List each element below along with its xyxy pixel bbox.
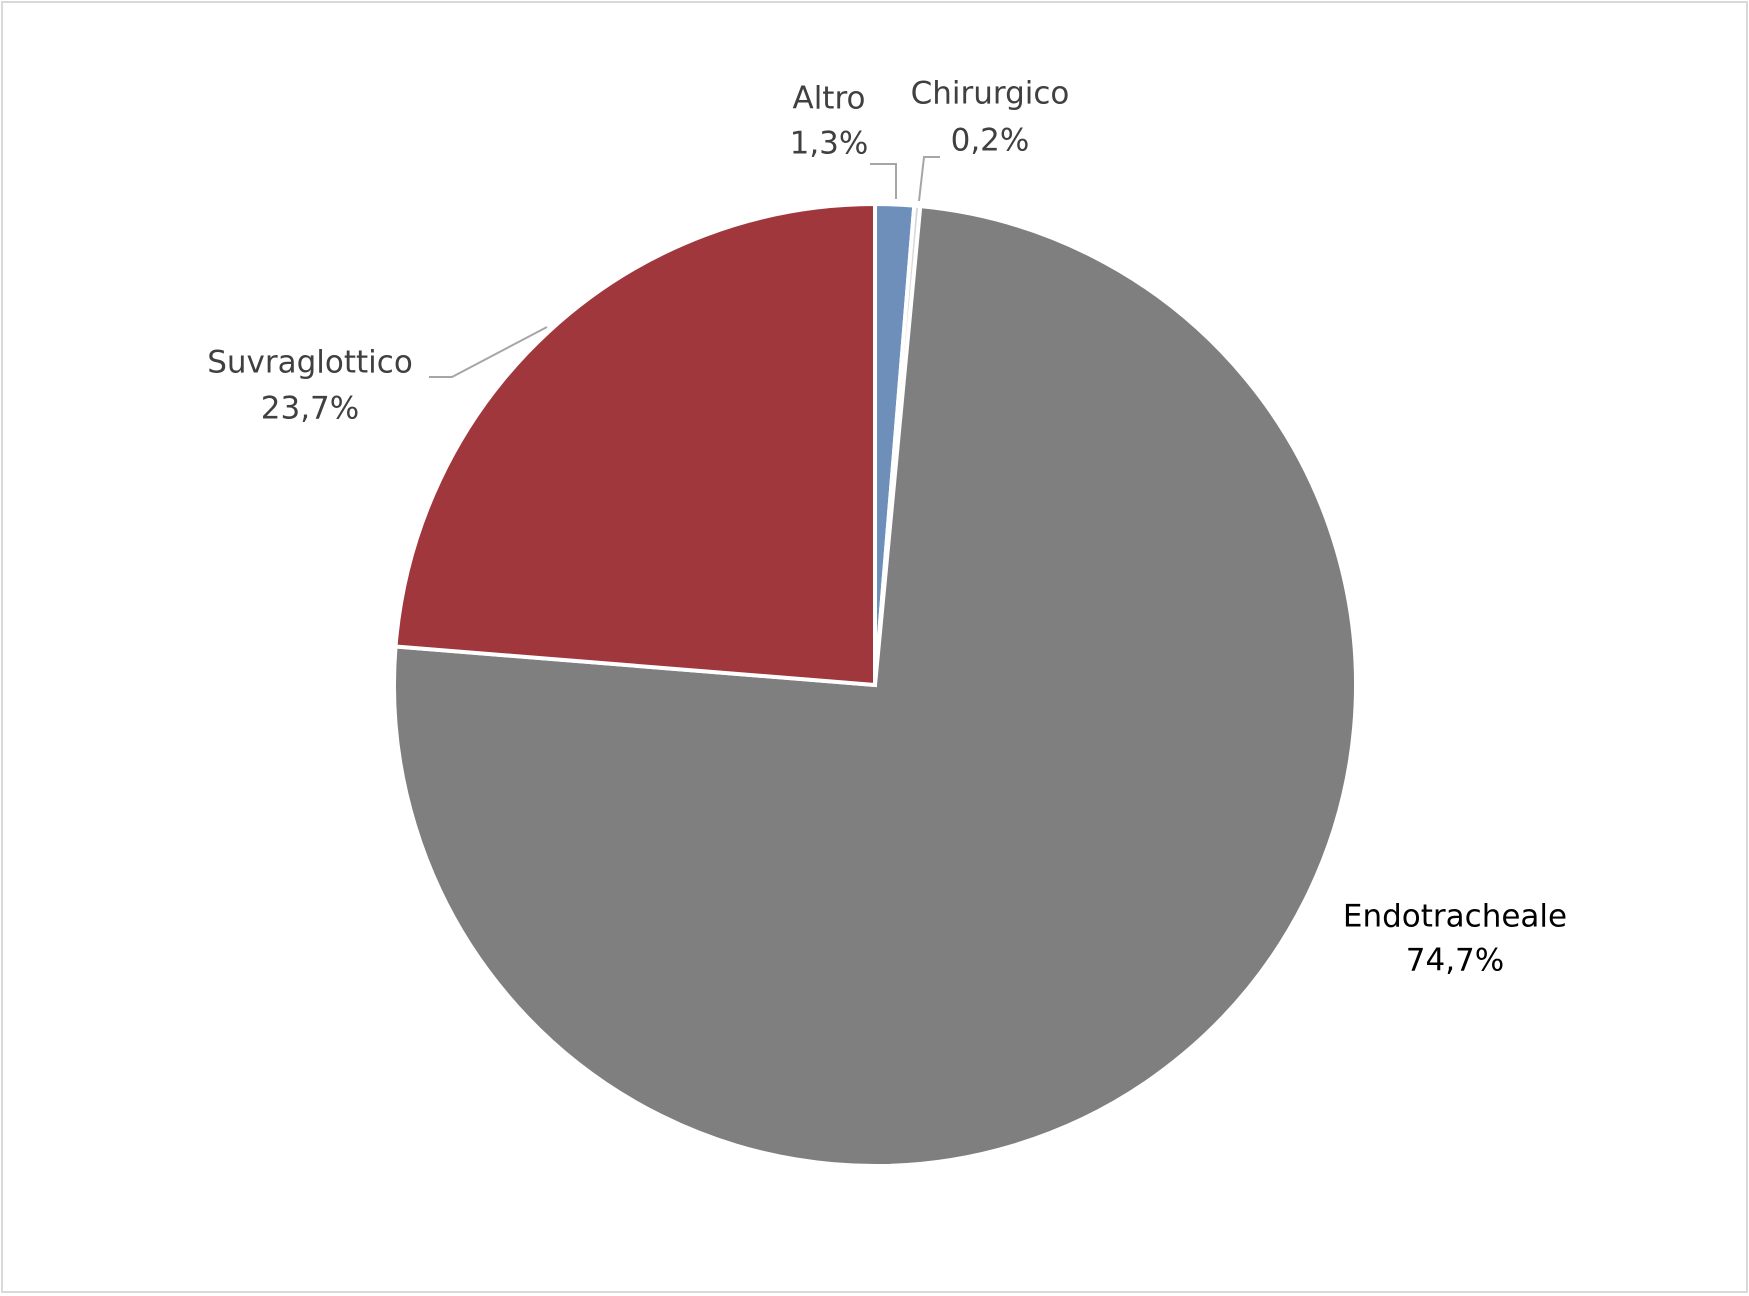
value-label: 74,7% <box>1406 943 1504 979</box>
value-label: 0,2% <box>951 123 1030 159</box>
slice-label: Chirurgico <box>911 76 1070 112</box>
value-label: 23,7% <box>261 391 359 427</box>
leader-line <box>918 156 940 202</box>
data-labels: Altro 1,3% Chirurgico 0,2% Endotracheale 74,7… <box>207 76 1567 979</box>
pie-slice <box>393 201 877 688</box>
slice-label: Endotracheale <box>1343 899 1567 935</box>
value-label: 1,3% <box>790 126 869 162</box>
slice-label: Altro <box>792 81 865 117</box>
slice-label: Suvraglottico <box>207 345 413 381</box>
leader-line <box>429 326 548 378</box>
pie <box>392 201 1358 1168</box>
leader-line <box>870 163 897 199</box>
